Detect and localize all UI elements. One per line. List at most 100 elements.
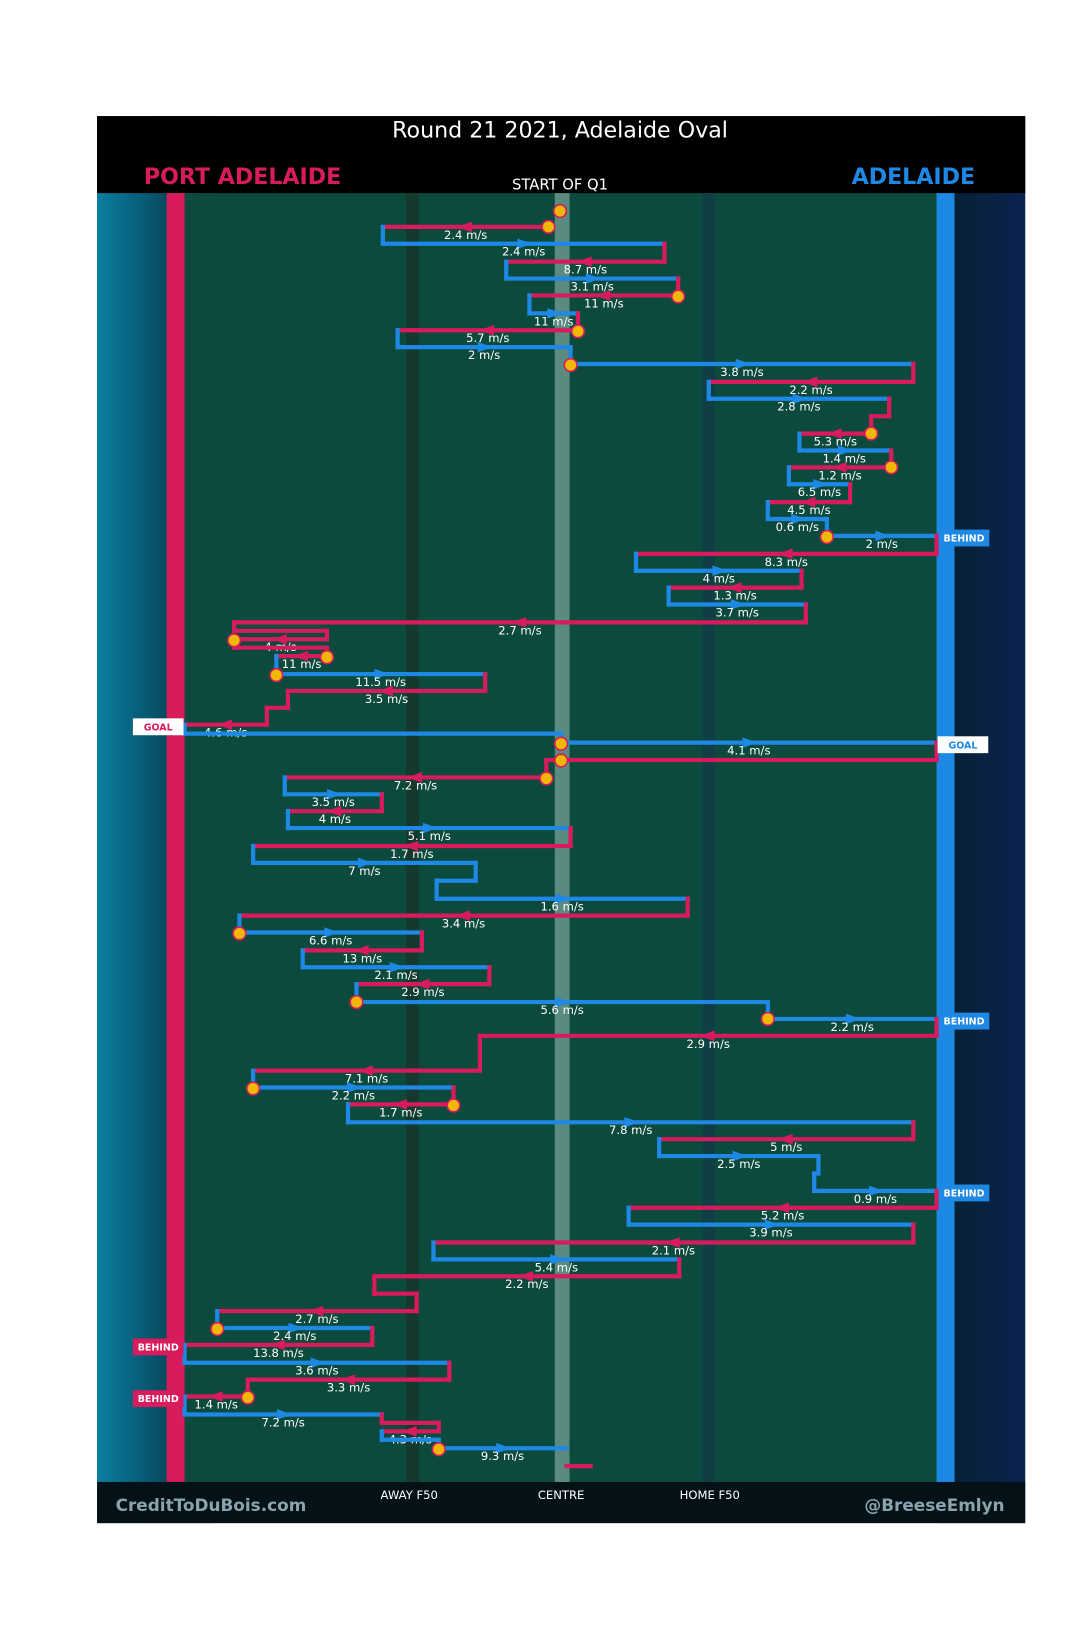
arrow [730,599,746,610]
arrow [800,496,816,508]
speed-label: 1.4 m/s [195,1397,238,1411]
arrow [735,358,751,370]
speed-label: 11.5 m/s [355,675,406,689]
arrow [270,1339,285,1351]
title-bar [97,116,1026,194]
stoppage [884,460,899,475]
speed-label: 4.5 m/s [787,503,830,517]
marker-label: BEHIND [943,1017,984,1028]
stoppage [553,736,569,751]
arrow [742,737,758,748]
marker-box [132,718,184,736]
arrow [346,1082,362,1093]
speed-label: 2.4 m/s [273,1329,316,1343]
marker-box [132,1338,184,1356]
speed-label: 3.1 m/s [571,279,614,293]
marker-box [938,1184,990,1202]
arrow [712,565,728,576]
arrow [293,650,308,662]
arrow [664,1237,680,1248]
arrow [403,840,419,852]
speed-label: 11 m/s [584,296,624,310]
arrow [308,1305,324,1317]
arrow [374,668,390,680]
stoppage [552,203,568,219]
arrow [732,1150,748,1162]
speed-label: 9.3 m/s [481,1449,524,1463]
marker-label: BEHIND [138,1343,179,1354]
speed-label: 13 m/s [342,951,382,965]
arrow [407,772,422,783]
arrow [837,445,853,456]
speed-label: 3.4 m/s [442,917,485,931]
start-label: START OF Q1 [512,177,608,194]
speed-label: 1.7 m/s [379,1105,422,1119]
arrow [326,789,342,800]
speed-label: 7.2 m/s [394,778,437,792]
speed-label: 1.7 m/s [390,847,433,861]
arrow [777,1133,793,1145]
arrow [378,685,393,697]
stoppage [431,1442,446,1457]
arrow [358,857,373,869]
arrow [813,478,828,490]
stoppage [563,357,578,373]
speed-label: 7 m/s [348,864,380,878]
left-team: PORT ADELAIDE [144,164,341,190]
speed-label: 8.3 m/s [765,555,808,569]
stoppage [269,667,284,683]
stoppage [541,219,556,234]
speed-label: 7.2 m/s [261,1415,304,1429]
speed-label: 5 m/s [770,1140,802,1154]
arrow [550,1254,565,1265]
chain: 2.4 m/s 2.4 m/s 8.7 m/s 3.1 m/s 11 m/s 11 m/s… [132,203,990,1469]
speed-label: 2.4 m/s [444,228,487,242]
speed-label: 3.5 m/s [365,692,408,706]
speed-label: 4 m/s [703,572,735,586]
marker-label: GOAL [144,722,173,733]
arrow [777,548,793,560]
speed-label: 7.1 m/s [345,1072,388,1086]
left-goal-bar [166,193,185,1482]
speed-label: 2.2 m/s [789,383,832,397]
arrow [585,273,601,284]
speed-label: 5.4 m/s [535,1260,578,1274]
speed-label: 1.6 m/s [540,900,583,914]
marker-box [938,529,990,547]
speed-label: 1.3 m/s [713,589,756,603]
stoppage [760,1011,775,1027]
marker-label: BEHIND [138,1394,179,1405]
marker-box [132,1390,184,1408]
arrow [401,1426,417,1437]
speed-label: 2.2 m/s [505,1277,548,1291]
away-f50-line [406,193,419,1482]
stoppage [671,289,686,304]
title: Round 21 2021, Adelaide Oval [392,117,728,143]
speed-label: 2.1 m/s [652,1243,695,1257]
speed-label: 0.6 m/s [776,520,819,534]
speed-label: 2 m/s [866,537,898,551]
speed-label: 3.9 m/s [749,1226,792,1240]
arrow [217,719,233,730]
arrow [869,1185,884,1197]
marker-box [938,1012,990,1030]
stoppage [864,426,879,441]
stoppage [246,1081,261,1096]
stoppage [210,1321,225,1337]
stoppage [446,1098,461,1113]
stoppage [553,753,569,768]
arrow [547,308,563,319]
speed-label: 2.2 m/s [831,1020,874,1034]
speed-label: 2.4 m/s [502,245,545,259]
arrow [207,1391,223,1402]
arrow [831,462,847,473]
arrow [324,927,340,938]
speed-label: 2.7 m/s [498,623,541,637]
speed-label: 3.6 m/s [295,1364,338,1378]
arrow [517,238,533,250]
speed-label: 2.5 m/s [717,1157,760,1171]
arrow [326,805,342,817]
speed-label: 2 m/s [468,348,500,362]
speed-label: 3.5 m/s [312,795,355,809]
axis-label: HOME F50 [680,1488,740,1502]
